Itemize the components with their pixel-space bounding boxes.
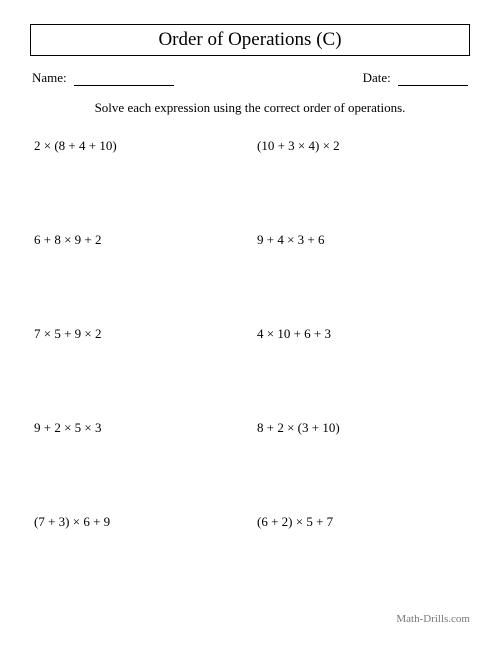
name-field: Name: [32, 70, 174, 86]
instructions-text: Solve each expression using the correct … [30, 100, 470, 116]
header-fields: Name: Date: [30, 70, 470, 86]
problem-7: 9 + 2 × 5 × 3 [34, 420, 247, 436]
problem-3: 6 + 8 × 9 + 2 [34, 232, 247, 248]
problems-grid: 2 × (8 + 4 + 10) (10 + 3 × 4) × 2 6 + 8 … [30, 138, 470, 530]
name-blank-line [74, 74, 174, 86]
problem-4: 9 + 4 × 3 + 6 [257, 232, 470, 248]
date-blank-line [398, 74, 468, 86]
name-label: Name: [32, 70, 67, 85]
worksheet-title: Order of Operations (C) [30, 24, 470, 56]
date-label: Date: [363, 70, 391, 85]
problem-9: (7 + 3) × 6 + 9 [34, 514, 247, 530]
problem-10: (6 + 2) × 5 + 7 [257, 514, 470, 530]
problem-2: (10 + 3 × 4) × 2 [257, 138, 470, 154]
problem-8: 8 + 2 × (3 + 10) [257, 420, 470, 436]
problem-6: 4 × 10 + 6 + 3 [257, 326, 470, 342]
problem-1: 2 × (8 + 4 + 10) [34, 138, 247, 154]
footer-attribution: Math-Drills.com [396, 613, 470, 625]
problem-5: 7 × 5 + 9 × 2 [34, 326, 247, 342]
date-field: Date: [363, 70, 468, 86]
